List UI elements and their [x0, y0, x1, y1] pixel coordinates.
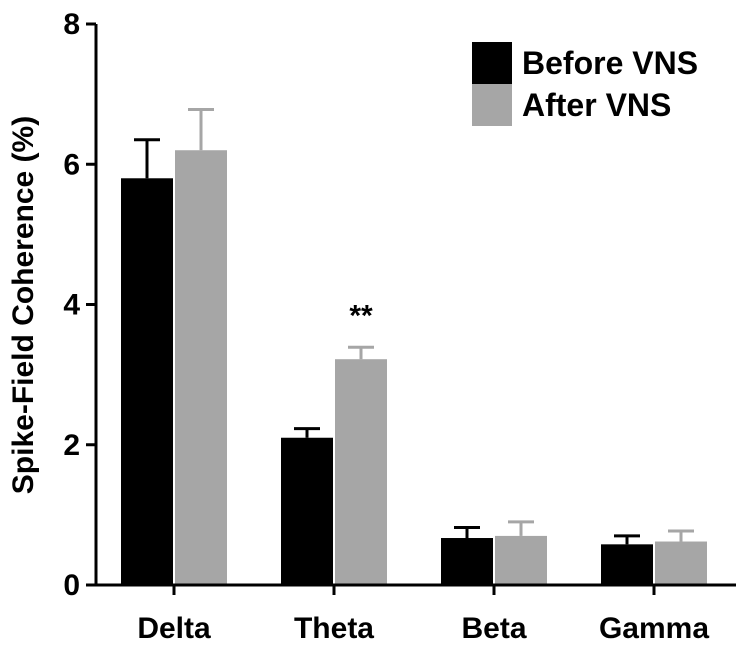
- y-tick-label: 6: [63, 148, 80, 181]
- bar-before-vns-theta: [281, 437, 333, 585]
- legend-swatch: [472, 84, 512, 126]
- legend-swatch: [472, 42, 512, 84]
- y-tick-label: 0: [63, 569, 80, 602]
- x-axis: Delta Theta Beta Gamma: [96, 583, 736, 645]
- annotations: **: [349, 299, 373, 332]
- y-axis-label: Spike-Field Coherence (%): [7, 116, 40, 494]
- y-tick-label: 4: [63, 289, 80, 322]
- bar-after-vns-gamma: [655, 541, 707, 585]
- legend-label: Before VNS: [522, 45, 698, 81]
- legend: Before VNS After VNS: [472, 42, 698, 126]
- y-tick-label: 8: [63, 8, 80, 41]
- x-tick-label: Delta: [137, 612, 211, 645]
- bars: [121, 108, 707, 585]
- bar-before-vns-delta: [121, 178, 173, 585]
- bar-after-vns-theta: [335, 359, 387, 585]
- y-tick-label: 2: [63, 429, 80, 462]
- bar-after-vns-beta: [495, 535, 547, 585]
- y-axis: 0 2 4 6 8: [63, 8, 98, 602]
- x-tick-label: Gamma: [599, 612, 709, 645]
- x-tick-label: Beta: [461, 612, 526, 645]
- legend-label: After VNS: [522, 87, 671, 123]
- significance-annotation: **: [349, 299, 373, 332]
- y-axis-label-group: Spike-Field Coherence (%): [7, 116, 40, 494]
- x-tick-label: Theta: [294, 612, 374, 645]
- bar-after-vns-delta: [175, 150, 227, 585]
- bar-before-vns-gamma: [601, 544, 653, 585]
- bar-before-vns-beta: [441, 538, 493, 585]
